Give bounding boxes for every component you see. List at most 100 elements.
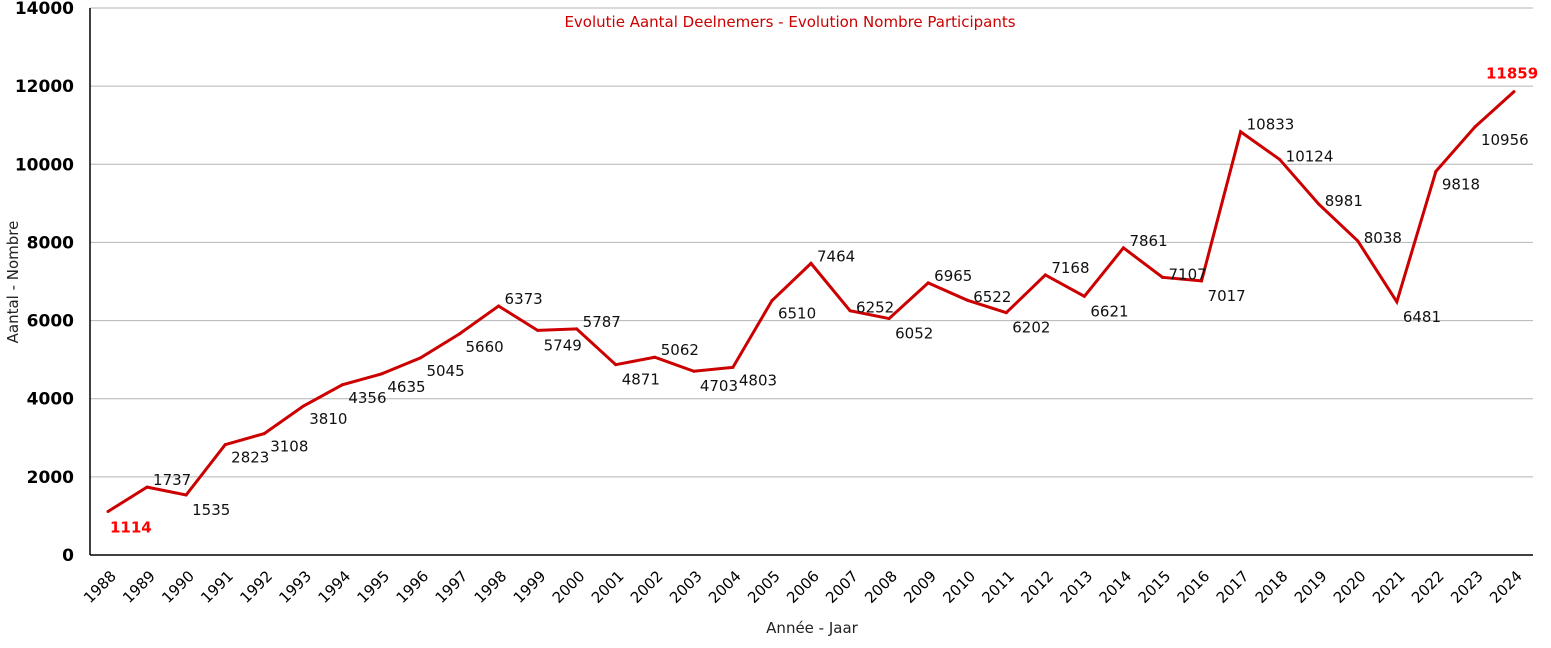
data-label: 7168	[1051, 259, 1089, 277]
data-point	[145, 485, 149, 489]
data-point	[887, 317, 891, 321]
x-tick-label: 1991	[197, 567, 237, 607]
x-tick-label: 2013	[1056, 567, 1096, 607]
x-tick-label: 2010	[939, 567, 979, 607]
data-point	[1395, 300, 1399, 304]
data-label: 1114	[110, 518, 152, 536]
data-label: 6621	[1090, 302, 1128, 320]
data-point	[1043, 273, 1047, 277]
x-axis-label: Année - Jaar	[766, 619, 858, 637]
x-tick-label: 2008	[861, 567, 901, 607]
x-tick-label: 2016	[1174, 567, 1214, 607]
data-point	[809, 261, 813, 265]
series-group	[106, 90, 1516, 513]
x-tick-label: 2024	[1486, 567, 1526, 607]
data-point	[1082, 294, 1086, 298]
data-label: 5062	[661, 341, 699, 359]
data-label: 7017	[1208, 287, 1246, 305]
x-tick-label: 1997	[432, 567, 472, 607]
data-label: 6252	[856, 299, 894, 317]
data-point	[184, 493, 188, 497]
x-tick-label: 2000	[549, 567, 589, 607]
data-label: 7464	[817, 247, 855, 265]
data-point	[575, 327, 579, 331]
y-tick-label: 12000	[15, 77, 74, 97]
data-point	[1161, 275, 1164, 279]
data-label: 1737	[153, 471, 191, 489]
data-point	[1356, 239, 1360, 243]
x-tick-label: 1993	[275, 567, 315, 607]
x-tick-label: 2003	[666, 567, 706, 607]
data-point	[1004, 311, 1008, 315]
data-point	[340, 383, 344, 387]
data-label: 4871	[622, 371, 660, 389]
data-point	[926, 281, 930, 285]
y-axis-label: Aantal - Nombre	[4, 221, 22, 344]
x-tick-label: 1988	[80, 567, 120, 607]
data-label: 8038	[1364, 229, 1402, 247]
x-tick-label: 2007	[822, 567, 862, 607]
data-point	[770, 299, 774, 303]
data-point	[379, 372, 383, 376]
data-label: 10833	[1247, 116, 1295, 134]
data-label: 6965	[934, 267, 972, 285]
data-point	[106, 509, 110, 513]
data-point	[614, 363, 618, 367]
x-tick-label: 2001	[588, 567, 628, 607]
data-label: 6202	[1012, 319, 1050, 337]
data-point	[1434, 169, 1438, 173]
x-tick-label: 1992	[236, 567, 276, 607]
data-label: 8981	[1325, 192, 1363, 210]
data-label: 3810	[309, 410, 347, 428]
y-tick-label: 0	[62, 546, 74, 566]
y-axis-ticks: 0 2000 4000 6000 8000 10000 12000 14000	[15, 0, 74, 566]
data-label: 7861	[1129, 232, 1167, 250]
x-tick-label: 1995	[353, 567, 393, 607]
data-point	[731, 365, 735, 369]
x-tick-label: 1999	[510, 567, 550, 607]
data-label: 4635	[387, 378, 425, 396]
data-point	[223, 443, 227, 447]
data-label: 6052	[895, 325, 933, 343]
x-tick-label: 1990	[158, 567, 198, 607]
x-tick-label: 2020	[1330, 567, 1370, 607]
x-tick-label: 2018	[1252, 567, 1292, 607]
data-label: 2823	[231, 449, 269, 467]
data-label: 5787	[583, 313, 621, 331]
x-tick-label: 1996	[393, 567, 433, 607]
data-point	[1512, 90, 1516, 94]
x-tick-label: 1989	[119, 567, 159, 607]
data-label: 6510	[778, 305, 816, 323]
x-tick-label: 2019	[1291, 567, 1331, 607]
data-label: 5749	[544, 336, 582, 354]
data-label: 5660	[466, 338, 504, 356]
x-tick-label: 2017	[1213, 567, 1253, 607]
y-tick-label: 14000	[15, 0, 74, 19]
x-tick-label: 2014	[1096, 567, 1136, 607]
data-label: 4703	[700, 377, 738, 395]
data-point	[1200, 279, 1204, 283]
data-label: 6373	[505, 290, 543, 308]
x-axis-ticks: 1988 1989 1990 1991 1992 1993 1994 1995 1996 1997…	[80, 567, 1526, 607]
data-label: 1535	[192, 501, 230, 519]
data-point	[262, 432, 266, 436]
x-tick-label: 1994	[314, 567, 354, 607]
x-tick-label: 2011	[978, 567, 1018, 607]
data-label: 4356	[348, 389, 386, 407]
data-label: 10956	[1481, 131, 1529, 149]
data-point	[692, 369, 696, 373]
data-point	[1473, 125, 1477, 129]
y-tick-label: 6000	[27, 312, 74, 332]
data-point	[1239, 130, 1243, 134]
x-tick-label: 2015	[1135, 567, 1175, 607]
data-label: 3108	[270, 438, 308, 456]
data-label: 5045	[426, 362, 464, 380]
x-tick-label: 2004	[705, 567, 745, 607]
data-point	[848, 309, 852, 313]
data-label: 4803	[739, 371, 777, 389]
x-tick-label: 2009	[900, 567, 940, 607]
x-tick-label: 1998	[471, 567, 511, 607]
data-label: 6522	[973, 288, 1011, 306]
